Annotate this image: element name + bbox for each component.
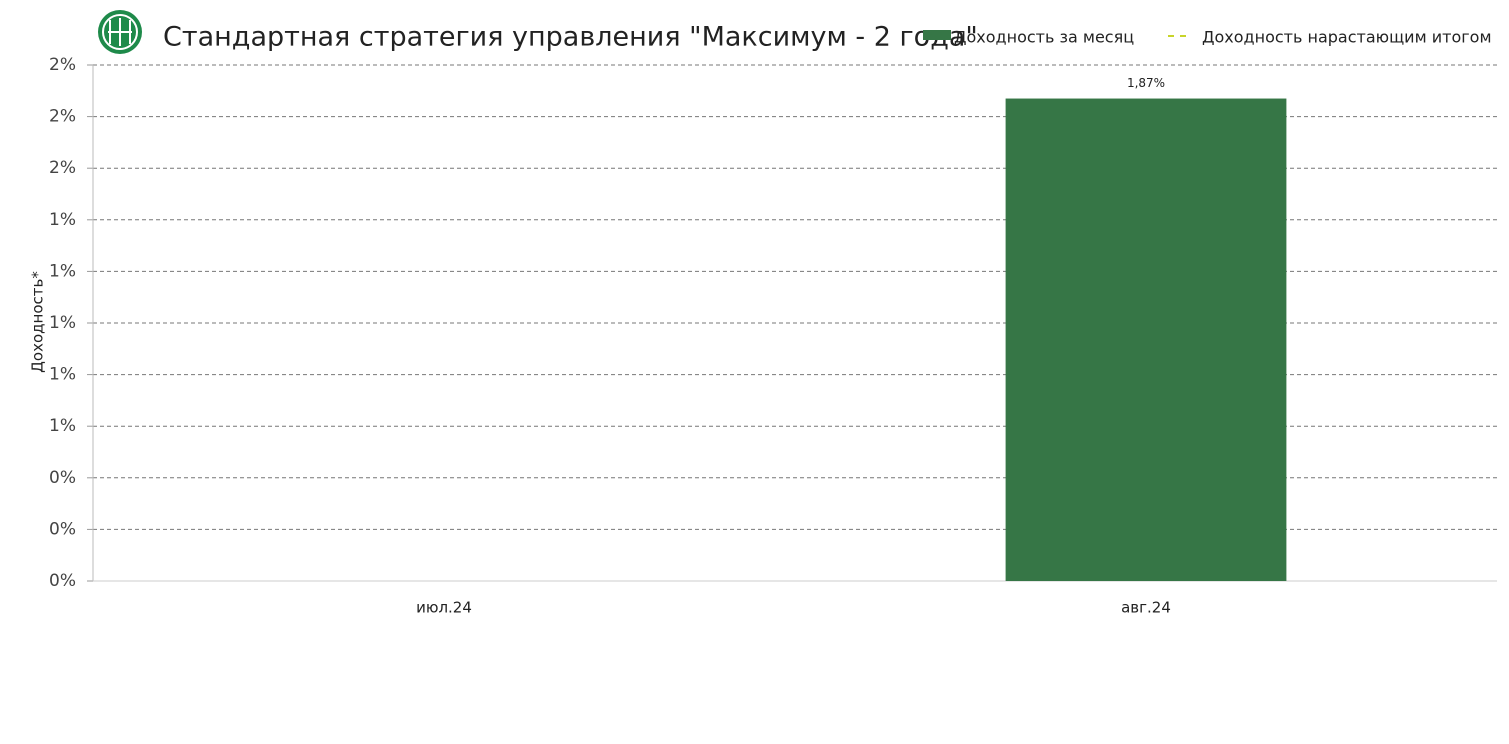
y-tick-label: 1% [49,313,76,333]
y-tick-label: 1% [49,416,76,436]
data-label: 1,87% [1127,76,1165,90]
legend-label: Доходность за месяц [954,28,1134,47]
y-tick-label: 2% [49,107,76,127]
y-tick-label: 1% [49,261,76,281]
chart-title: Стандартная стратегия управления "Максим… [163,22,978,53]
legend-label: Доходность нарастающим итогом [1202,28,1492,47]
y-tick-label: 2% [49,55,76,75]
legend-swatch [923,30,951,40]
y-tick-label: 0% [49,468,76,488]
logo [98,10,142,54]
y-axis-title: Доходность* [29,271,47,373]
y-tick-label: 0% [49,519,76,539]
x-tick-label: июл.24 [416,599,472,617]
y-tick-label: 1% [49,365,76,385]
y-tick-label: 1% [49,210,76,230]
y-tick-label: 2% [49,158,76,178]
y-tick-label: 0% [49,571,76,591]
bar [1005,98,1287,581]
x-tick-label: авг.24 [1121,599,1171,617]
